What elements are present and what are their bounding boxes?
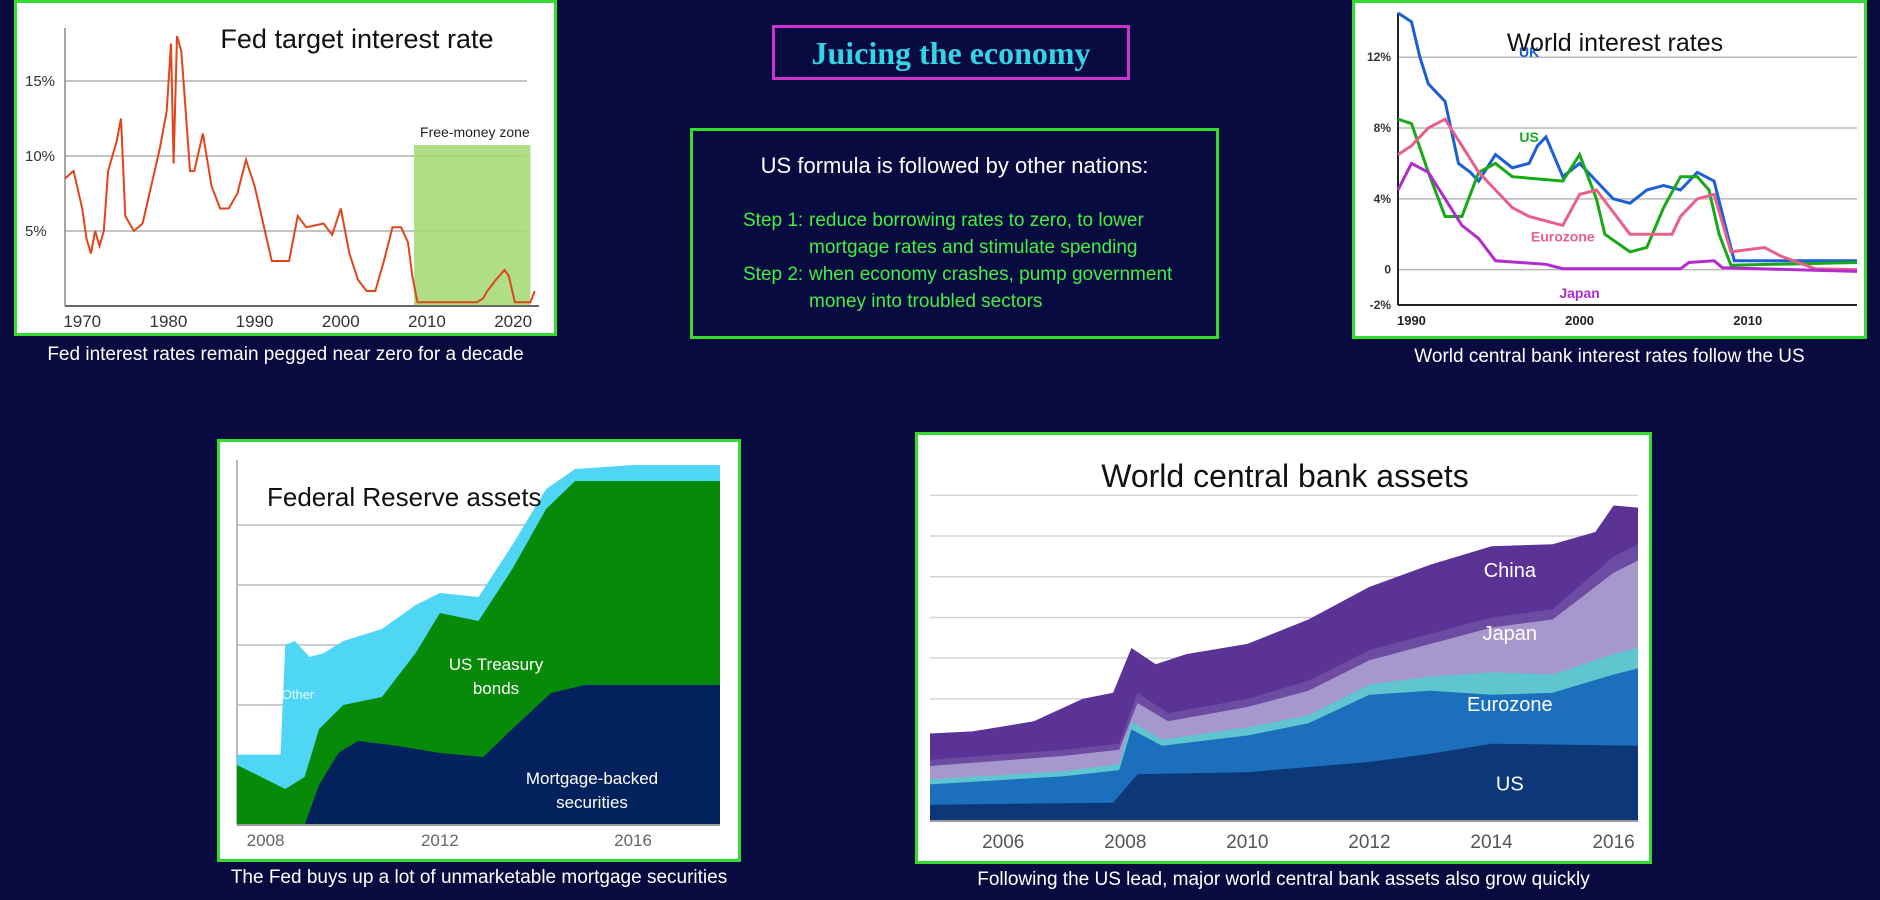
fed-rate-chart: 5% 10% 15% Free-money zone 1970 1980 1990 2000 2…: [14, 0, 557, 336]
area-mortgage-backed-securities: [237, 685, 720, 825]
y-tick-label: 10%: [25, 148, 55, 165]
series-line-0: [64, 35, 536, 304]
x-tick-label: 2006: [982, 832, 1024, 853]
x-tick-label: 1970: [63, 312, 101, 331]
x-tick-label: 2000: [322, 312, 360, 331]
chart-title: World central bank assets: [1101, 458, 1469, 494]
series-label: Mortgage-backed securities: [526, 769, 658, 812]
x-tick-label: 1990: [1397, 313, 1426, 328]
fed-assets-svg: 2008 2012 2016 Federal Reserve assets Other U…: [236, 460, 720, 850]
x-tick-label: 2016: [1592, 832, 1634, 853]
fed-rate-svg: 5% 10% 15% Free-money zone 1970 1980 1990 2000 2…: [25, 24, 539, 331]
world-assets-caption: Following the US lead, major world centr…: [977, 869, 1590, 890]
chart-title: Federal Reserve assets: [267, 482, 542, 512]
page-title: Juicing the economy: [772, 25, 1130, 80]
series-label: Japan: [1559, 285, 1599, 301]
series-label: UK: [1519, 44, 1539, 60]
x-tick-label: 2020: [494, 312, 532, 331]
fed-rate-caption: Fed interest rates remain pegged near ze…: [47, 344, 524, 365]
x-tick-label: 2010: [1733, 313, 1762, 328]
series-label: US: [1519, 129, 1538, 145]
step-2: Step 2: when economy crashes, pump govern…: [743, 261, 1209, 315]
series-label: China: [1484, 560, 1537, 582]
x-tick-label: 2008: [247, 831, 285, 850]
formula-heading: US formula is followed by other nations:: [760, 153, 1149, 178]
series-label: Eurozone: [1467, 694, 1553, 716]
x-tick-label: 2000: [1565, 313, 1594, 328]
x-tick-label: 2008: [1104, 832, 1146, 853]
series-label: Japan: [1483, 623, 1538, 645]
series-line-2: [1397, 117, 1858, 272]
y-tick-label: 4%: [1374, 192, 1392, 206]
world-rates-svg: -2% 0 4% 8% 12% UK US Eurozone Japan 1990 2000 2010…: [1367, 11, 1858, 328]
x-tick-label: 1990: [236, 312, 274, 331]
free-money-zone: [414, 145, 531, 306]
series-label-line: securities: [556, 793, 628, 812]
y-tick-label: 8%: [1374, 121, 1392, 135]
fed-assets-chart: 2008 2012 2016 Federal Reserve assets Other U…: [217, 439, 741, 862]
chart-title: World interest rates: [1507, 29, 1723, 57]
y-tick-label: 12%: [1367, 50, 1391, 64]
area-us: [930, 743, 1638, 821]
series-label-line: bonds: [473, 679, 519, 698]
x-tick-label: 2016: [614, 831, 652, 850]
step-2-label: Step 2:: [743, 264, 804, 285]
y-tick-label: 5%: [25, 223, 47, 240]
series-line-1: [1397, 117, 1858, 267]
series-label: US: [1496, 773, 1524, 795]
x-tick-label: 1980: [150, 312, 188, 331]
world-rates-chart: -2% 0 4% 8% 12% UK US Eurozone Japan 1990 2000 2010…: [1352, 0, 1867, 339]
x-tick-label: 2012: [1348, 832, 1390, 853]
series-label: US Treasury bonds: [449, 655, 544, 698]
step-1: Step 1: reduce borrowing rates to zero, t…: [743, 207, 1209, 261]
x-tick-label: 2014: [1470, 832, 1513, 853]
x-tick-label: 2010: [408, 312, 446, 331]
y-tick-label: -2%: [1370, 298, 1392, 312]
world-assets-svg: 2006 2008 2010 2012 2014 2016 World central ba…: [930, 458, 1638, 853]
series-label: Eurozone: [1531, 228, 1595, 244]
y-tick-label: 15%: [25, 73, 55, 90]
zone-annotation: Free-money zone: [420, 124, 530, 140]
step-1-label: Step 1:: [743, 210, 804, 231]
series-label: Other: [282, 687, 315, 702]
series-label-line: Mortgage-backed: [526, 769, 658, 788]
step-2-text: when economy crashes, pump government mo…: [809, 264, 1173, 312]
x-tick-label: 2010: [1226, 832, 1268, 853]
series-line-3: [1396, 161, 1858, 273]
formula-box: US formula is followed by other nations:…: [690, 128, 1219, 339]
fed-assets-caption: The Fed buys up a lot of unmarketable mo…: [230, 867, 728, 888]
x-tick-label: 2012: [421, 831, 459, 850]
step-1-text: reduce borrowing rates to zero, to lower…: [809, 210, 1144, 258]
world-assets-chart: 2006 2008 2010 2012 2014 2016 World central ba…: [915, 432, 1652, 864]
world-rates-caption: World central bank interest rates follow…: [1414, 346, 1805, 367]
series-label-line: US Treasury: [449, 655, 544, 674]
chart-title: Fed target interest rate: [220, 24, 493, 54]
y-tick-label: 0: [1384, 263, 1391, 277]
